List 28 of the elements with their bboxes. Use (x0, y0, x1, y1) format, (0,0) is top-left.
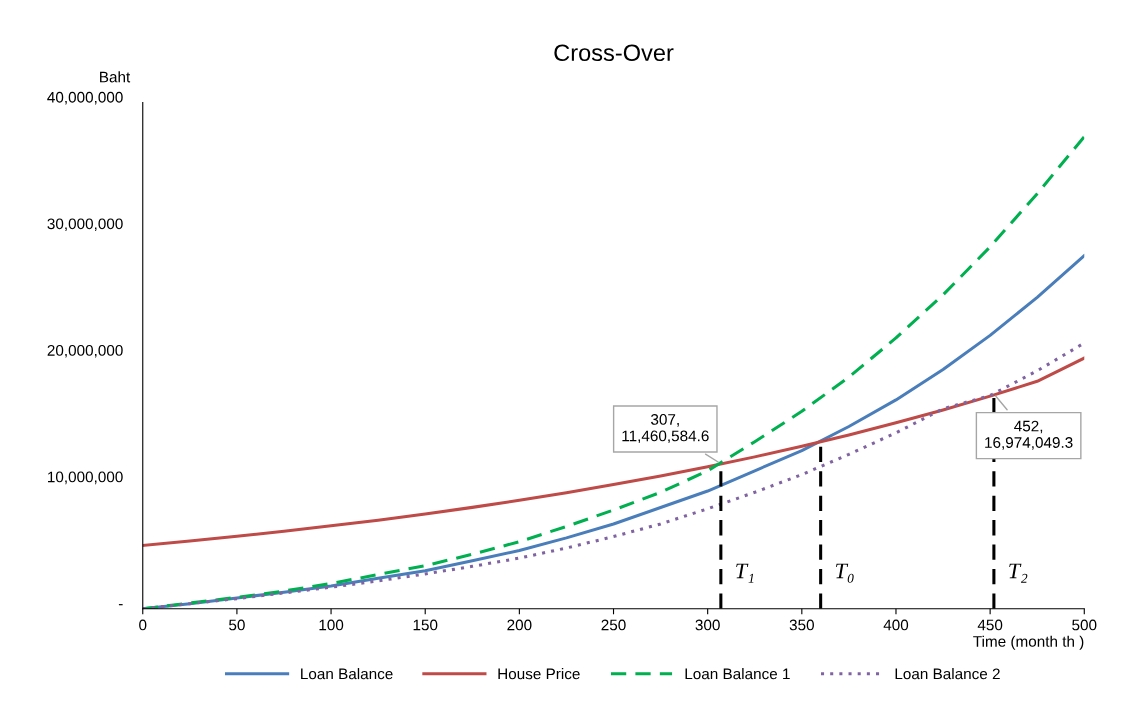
y-tick-label: 40,000,000 (47, 91, 123, 105)
ref-line-label: T₂ (1009, 563, 1028, 583)
ref-line-label: T₁ (736, 563, 754, 583)
chart-title: Cross-Over (554, 44, 674, 62)
x-tick-label: 100 (319, 619, 344, 631)
x-tick-label: 200 (507, 619, 532, 631)
x-tick-label: 250 (601, 619, 626, 631)
x-tick-label: 0 (139, 619, 147, 631)
x-axis-title: Time (month th ) (973, 635, 1084, 650)
x-tick-label: 500 (1072, 619, 1097, 631)
x-tick-label: 400 (883, 619, 909, 631)
annotation: 307, 11,460,584.6 (622, 414, 709, 444)
ref-line-label: T₀ (836, 563, 854, 583)
annotation: 452, 16,974,049.3 (985, 420, 1073, 450)
x-tick-label: 450 (977, 619, 1003, 631)
y-axis-title: Baht (100, 71, 131, 83)
legend-label: Loan Balance 2 (895, 668, 1000, 680)
y-tick-label: 20,000,000 (47, 344, 123, 358)
y-tick-label: 10,000,000 (48, 471, 123, 485)
legend-label: Loan Balance (301, 668, 393, 680)
x-tick-label: 350 (789, 619, 814, 631)
legend-label: Loan Balance 1 (685, 668, 790, 680)
y-tick-label: 30,000,000 (47, 218, 123, 232)
x-tick-label: 150 (413, 619, 438, 631)
x-tick-label: 300 (695, 619, 720, 631)
x-tick-label: 50 (229, 619, 245, 631)
legend-label: House Price (498, 668, 580, 680)
y-tick-label: - (118, 604, 123, 606)
